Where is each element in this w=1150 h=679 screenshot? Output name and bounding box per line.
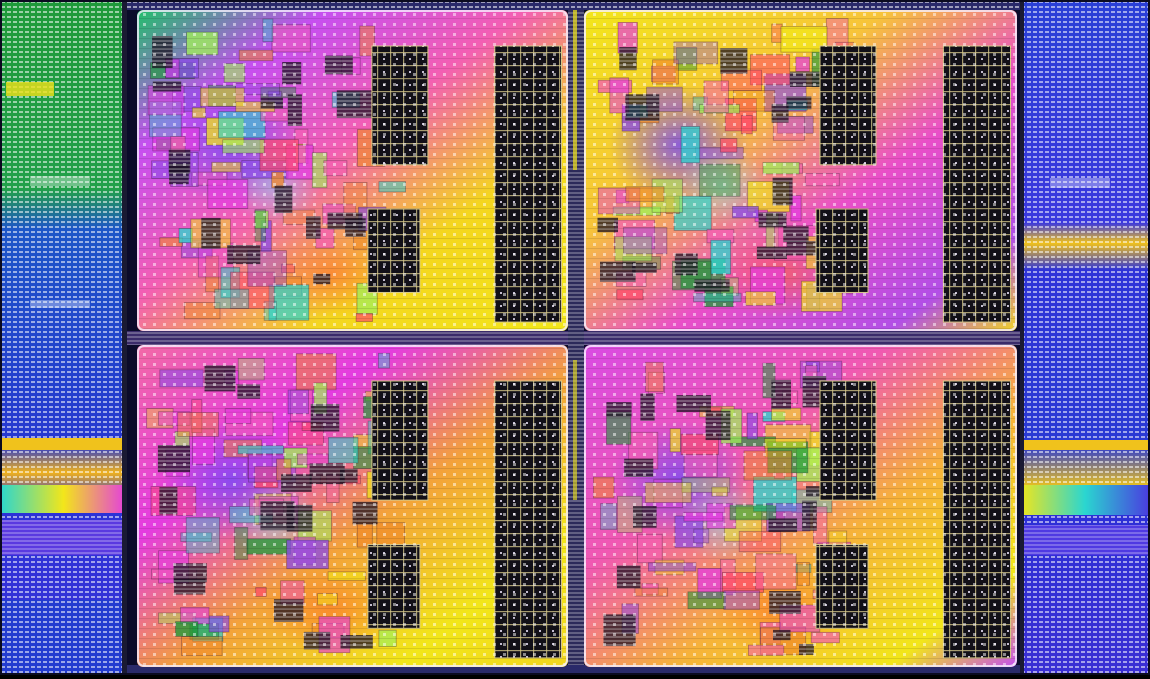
core-bottom-left xyxy=(137,345,568,667)
core-top-left xyxy=(137,10,568,331)
center-interconnect xyxy=(127,0,1020,675)
core-bottom-right xyxy=(584,345,1017,667)
left-io-column xyxy=(0,0,127,675)
core-top-right xyxy=(584,10,1017,331)
right-io-column xyxy=(1020,0,1150,675)
